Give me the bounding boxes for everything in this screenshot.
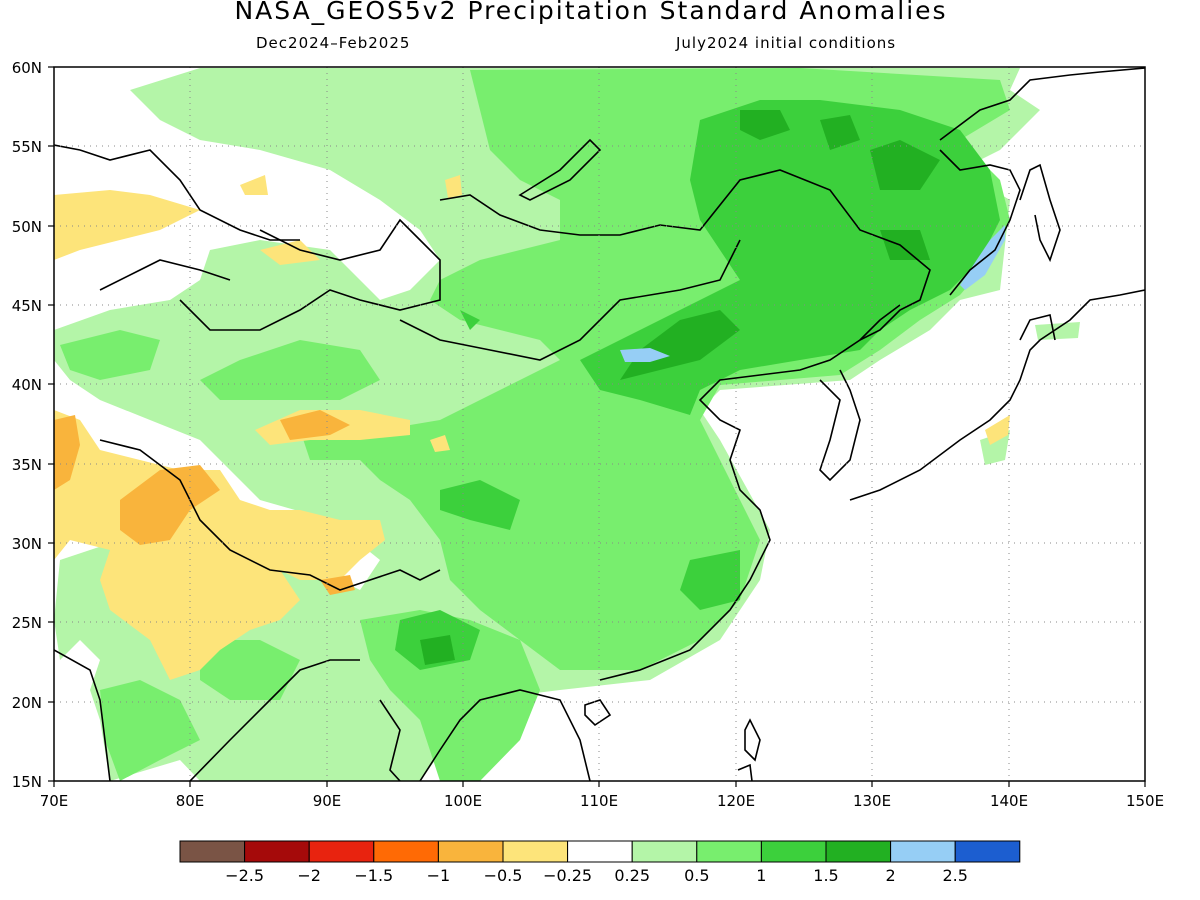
lon-label: 70E [40, 792, 69, 810]
colorbar-label: 2.5 [942, 866, 967, 885]
lon-label: 120E [717, 792, 755, 810]
colorbar-swatch [437, 840, 504, 863]
anomaly-field [54, 68, 1080, 781]
lat-label: 50N [12, 218, 42, 236]
initial-conditions-label: July2024 initial conditions [676, 34, 897, 52]
colorbar-swatch [567, 840, 633, 863]
colorbar-label: −0.25 [543, 866, 592, 885]
lat-label: 55N [12, 138, 42, 156]
lat-label: 45N [12, 297, 42, 315]
colorbar-label: 1 [756, 866, 766, 885]
season-label: Dec2024–Feb2025 [256, 34, 411, 52]
colorbar-swatch [502, 840, 569, 863]
colorbar-label: −1 [427, 866, 451, 885]
latitude-labels: 15N 20N 25N 30N 35N 40N 45N 50N 55N 60N [12, 59, 42, 791]
longitude-labels: 70E 80E 90E 100E 110E 120E 130E 140E 150… [40, 792, 1164, 810]
colorbar-swatch [373, 840, 439, 863]
lon-label: 90E [313, 792, 342, 810]
colorbar-label: −1.5 [354, 866, 393, 885]
colorbar-swatch [244, 840, 310, 863]
lat-label: 20N [12, 694, 42, 712]
anomaly-wet-strong [420, 110, 940, 665]
map-title: NASA_GEOS5v2 Precipitation Standard Anom… [234, 0, 948, 25]
colorbar-swatch [890, 840, 956, 863]
lat-label: 30N [12, 535, 42, 553]
colorbar: −2.5 −2 −1.5 −1 −0.5 −0.25 0.25 0.5 1 1.5 2 2.5 [179, 840, 1021, 885]
colorbar-label: −2 [297, 866, 321, 885]
anomaly-wet-very-strong [620, 225, 1005, 362]
lat-label: 25N [12, 614, 42, 632]
colorbar-swatch [825, 840, 892, 863]
lat-label: 60N [12, 59, 42, 77]
colorbar-swatch [696, 840, 762, 863]
lon-label: 130E [853, 792, 891, 810]
anomaly-dry-moderate [54, 410, 355, 595]
colorbar-swatch [179, 840, 246, 863]
colorbar-swatch [631, 840, 698, 863]
lon-label: 150E [1126, 792, 1164, 810]
lon-label: 140E [990, 792, 1028, 810]
lon-label: 110E [580, 792, 618, 810]
lat-label: 40N [12, 376, 42, 394]
colorbar-swatch [954, 840, 1021, 863]
lat-label: 35N [12, 456, 42, 474]
colorbar-swatch [760, 840, 827, 863]
colorbar-label: −2.5 [225, 866, 264, 885]
lon-label: 80E [176, 792, 205, 810]
tick-marks [48, 66, 1146, 787]
colorbar-label: −0.5 [484, 866, 523, 885]
lat-label: 15N [12, 773, 42, 791]
colorbar-label: 0.25 [614, 866, 650, 885]
colorbar-swatch [308, 840, 375, 863]
colorbar-label: 0.5 [684, 866, 709, 885]
lon-label: 100E [444, 792, 482, 810]
colorbar-label: 2 [886, 866, 896, 885]
colorbar-label: 1.5 [813, 866, 838, 885]
coastlines-and-borders [54, 67, 1145, 781]
gridlines [54, 67, 1145, 781]
